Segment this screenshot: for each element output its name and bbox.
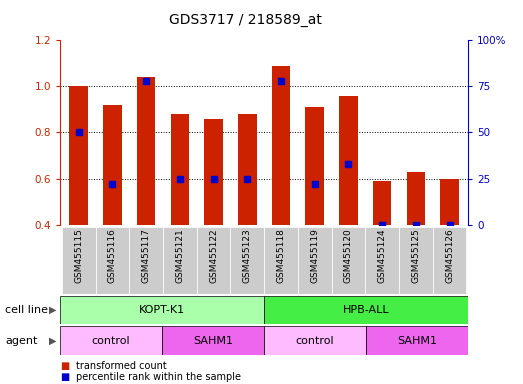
- Text: GSM455118: GSM455118: [277, 228, 286, 283]
- Text: SAHM1: SAHM1: [397, 336, 437, 346]
- Bar: [365, 227, 399, 294]
- Text: GSM455126: GSM455126: [445, 228, 454, 283]
- Text: GSM455117: GSM455117: [142, 228, 151, 283]
- Bar: [62, 227, 96, 294]
- Text: GSM455121: GSM455121: [175, 228, 184, 283]
- Bar: [406, 172, 425, 225]
- Bar: [162, 326, 264, 355]
- Bar: [137, 77, 155, 225]
- Bar: [440, 179, 459, 225]
- Text: cell line: cell line: [5, 305, 48, 315]
- Bar: [60, 296, 264, 324]
- Text: GSM455123: GSM455123: [243, 228, 252, 283]
- Text: control: control: [296, 336, 334, 346]
- Text: KOPT-K1: KOPT-K1: [139, 305, 185, 315]
- Text: GSM455122: GSM455122: [209, 228, 218, 283]
- Bar: [129, 227, 163, 294]
- Bar: [366, 326, 468, 355]
- Text: GSM455124: GSM455124: [378, 228, 386, 283]
- Bar: [373, 181, 391, 225]
- Text: control: control: [92, 336, 130, 346]
- Bar: [264, 227, 298, 294]
- Bar: [96, 227, 129, 294]
- Bar: [298, 227, 332, 294]
- Bar: [60, 326, 162, 355]
- Text: ▶: ▶: [49, 305, 56, 315]
- Bar: [103, 105, 122, 225]
- Bar: [197, 227, 231, 294]
- Bar: [305, 107, 324, 225]
- Bar: [231, 227, 264, 294]
- Text: GSM455119: GSM455119: [310, 228, 319, 283]
- Bar: [70, 86, 88, 225]
- Bar: [399, 227, 433, 294]
- Bar: [332, 227, 365, 294]
- Bar: [238, 114, 256, 225]
- Text: percentile rank within the sample: percentile rank within the sample: [76, 372, 241, 382]
- Bar: [339, 96, 358, 225]
- Text: HPB-ALL: HPB-ALL: [343, 305, 390, 315]
- Text: GSM455125: GSM455125: [411, 228, 420, 283]
- Text: GSM455120: GSM455120: [344, 228, 353, 283]
- Bar: [264, 296, 468, 324]
- Text: ■: ■: [60, 361, 70, 371]
- Text: GSM455116: GSM455116: [108, 228, 117, 283]
- Bar: [163, 227, 197, 294]
- Bar: [433, 227, 467, 294]
- Text: GSM455115: GSM455115: [74, 228, 83, 283]
- Text: ▶: ▶: [49, 336, 56, 346]
- Text: agent: agent: [5, 336, 38, 346]
- Text: GDS3717 / 218589_at: GDS3717 / 218589_at: [169, 13, 322, 27]
- Text: ■: ■: [60, 372, 70, 382]
- Bar: [170, 114, 189, 225]
- Bar: [264, 326, 366, 355]
- Text: SAHM1: SAHM1: [193, 336, 233, 346]
- Bar: [204, 119, 223, 225]
- Text: transformed count: transformed count: [76, 361, 167, 371]
- Bar: [272, 66, 290, 225]
